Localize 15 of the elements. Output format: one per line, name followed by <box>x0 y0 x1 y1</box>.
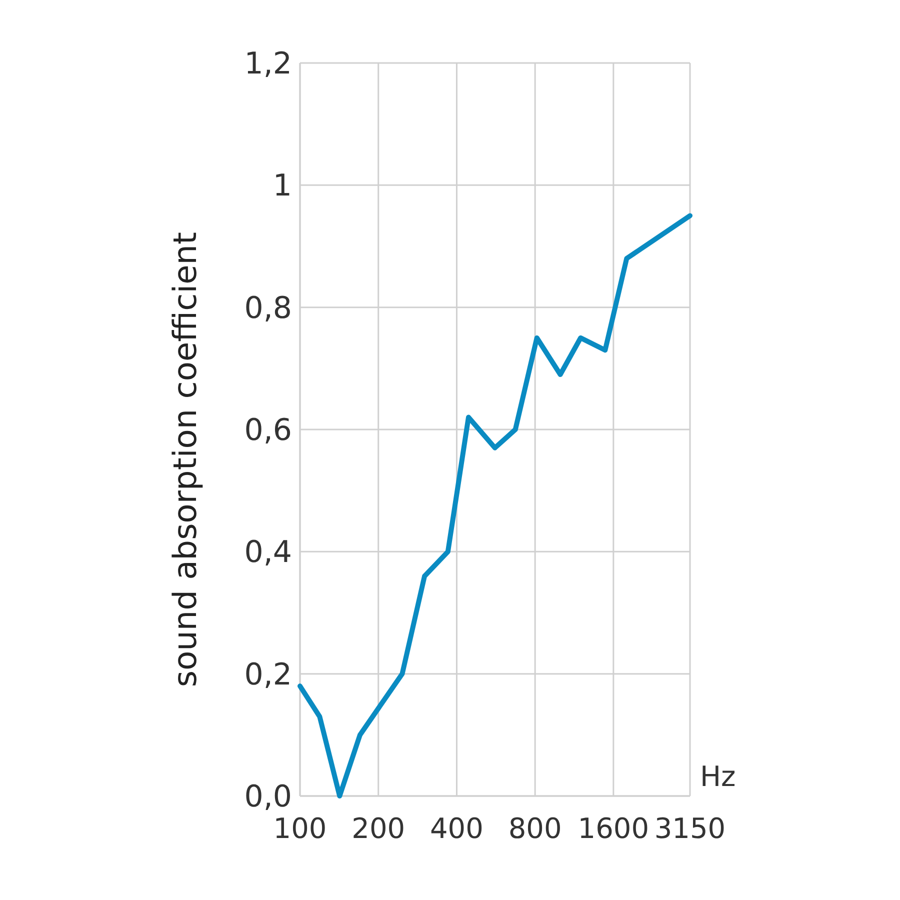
x-tick-label: 100 <box>273 812 327 845</box>
y-tick-label: 0,8 <box>244 290 292 326</box>
y-tick-label: 1 <box>272 168 292 204</box>
x-axis-title: Hz <box>700 760 736 793</box>
x-tick-label: 200 <box>352 812 406 845</box>
x-tick-label: 3150 <box>654 812 726 845</box>
y-tick-label: 0,2 <box>244 657 292 692</box>
y-tick-label: 0,4 <box>244 535 292 570</box>
y-tick-label: 0,0 <box>244 780 292 814</box>
y-axis-title: sound absorption coefficient <box>166 232 204 688</box>
x-tick-label: 800 <box>508 812 562 845</box>
x-tick-label: 1600 <box>578 812 650 845</box>
x-tick-label: 400 <box>430 812 484 845</box>
y-tick-label: 1,2 <box>244 46 292 82</box>
y-tick-label: 0,6 <box>244 413 292 448</box>
